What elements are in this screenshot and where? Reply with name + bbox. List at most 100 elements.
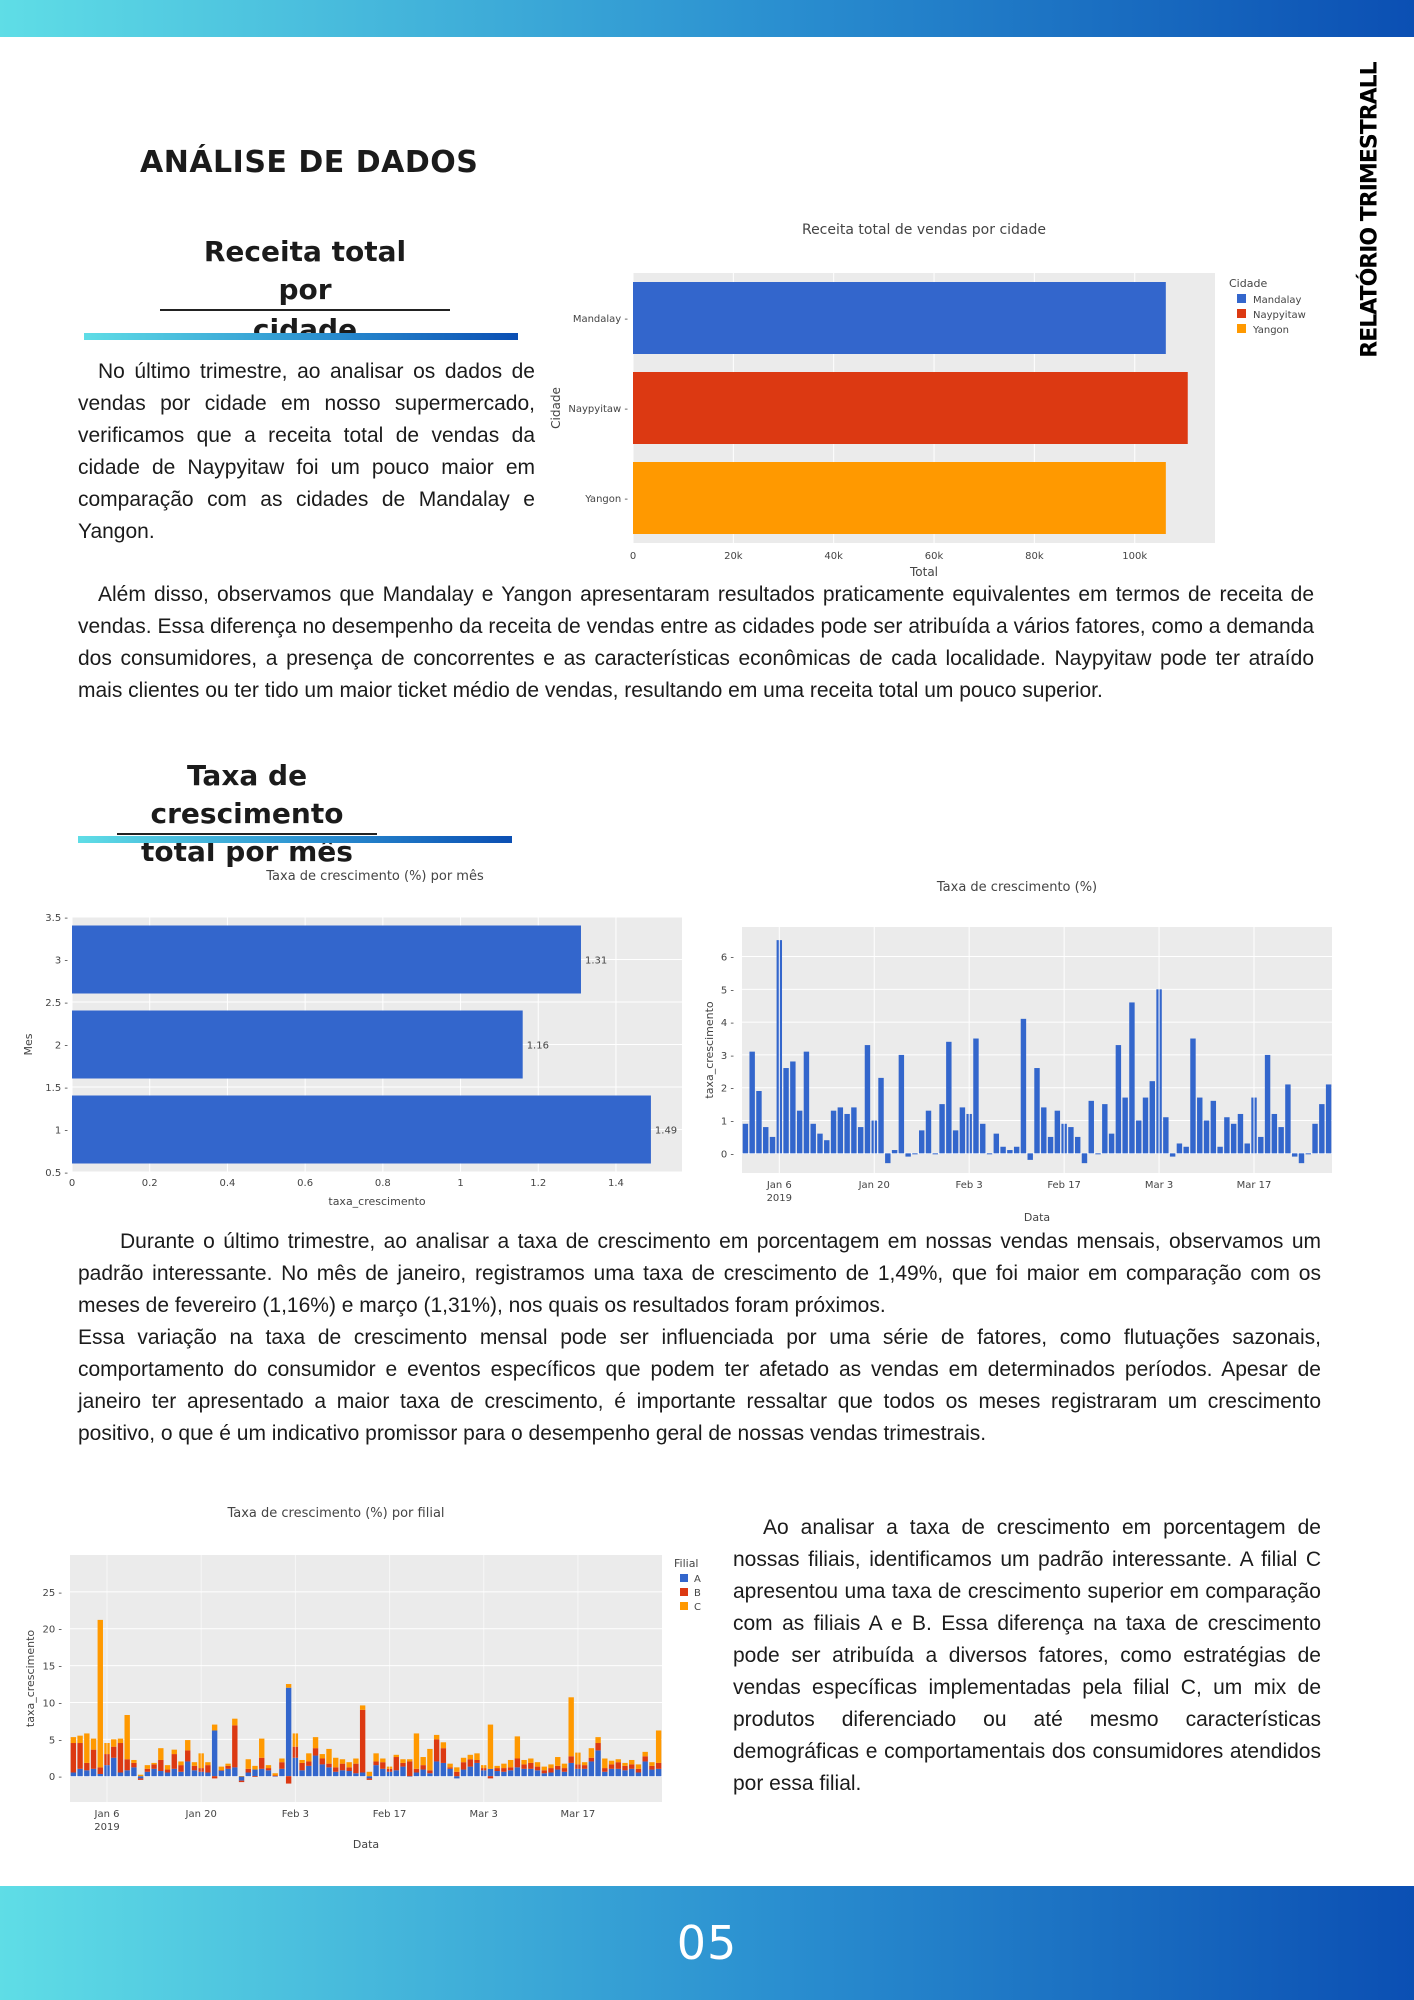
bar [1068,1127,1074,1154]
bar-segment-b [528,1762,534,1769]
bar-segment-b [144,1768,151,1772]
bar-segment-a [265,1770,272,1777]
page-number: 05 [676,1916,738,1970]
bar-segment-c [97,1619,103,1768]
bar-segment-b [581,1765,588,1769]
bar [803,1051,810,1154]
y-axis-label: taxa_crescimento [24,1630,37,1728]
bar-segment-c [131,1759,137,1763]
bar-segment-b [615,1762,621,1769]
bar-segment-c [90,1738,97,1750]
bar-segment-a [629,1768,635,1777]
bar-segment-c [164,1765,171,1770]
section-title-line1: Receita total por [160,233,450,311]
bar-segment-b [642,1756,648,1762]
bar [1041,1107,1047,1154]
bar-segment-c [366,1771,373,1777]
bar-segment-a [359,1772,366,1777]
x-tick-label: 0.4 [219,1178,235,1189]
bar-segment-a [440,1762,447,1777]
bar-segment-a [548,1772,554,1777]
legend-swatch [1237,294,1246,303]
legend-title: Cidade [1229,277,1267,290]
bar [1271,1113,1278,1154]
bar-segment-a [158,1771,164,1777]
bar [1183,1146,1189,1154]
bar [912,1153,918,1155]
y-tick-label: Yangon - [584,494,628,505]
bar-segment-a [534,1770,541,1777]
bar [1108,1133,1115,1154]
bar-segment-b [407,1761,413,1777]
bar-segment-b [111,1746,117,1758]
bar [898,1054,905,1154]
y-tick-label: 25 - [42,1588,62,1599]
bar-segment-b [487,1776,494,1779]
y-tick-label: 1 - [55,1126,69,1137]
legend-label: C [694,1602,701,1613]
bar-segment-c [608,1760,615,1765]
y-tick-label: 3 - [55,956,69,967]
y-tick-label: 1 - [721,1117,735,1128]
bar-segment-c [205,1762,211,1766]
bar-segment-a [259,1768,265,1777]
bar-segment-a [420,1769,426,1777]
bar-segment-c [655,1730,662,1763]
legend-label: Mandalay [1253,295,1301,306]
x-tick-label: Jan 20 [858,1180,890,1191]
bar-segment-c [259,1738,265,1758]
bar-segment-a [373,1765,379,1777]
bar-segment-b [595,1743,601,1751]
x-tick-label: 20k [724,551,743,562]
bar [783,1068,789,1154]
x-tick-label: 1.2 [530,1178,546,1189]
bar-segment-c [232,1718,238,1726]
bar-segment-b [117,1743,124,1773]
bar-segment-a [306,1765,312,1777]
bar-segment-b [413,1768,420,1773]
bar [885,1153,891,1164]
bar-segment-a [581,1768,588,1777]
y-tick-label: 0.5 - [45,1168,68,1179]
bar-segment-c [171,1749,177,1755]
x-tick-label: 60k [925,551,944,562]
bar-segment-a [528,1768,534,1777]
bar-segment-b [232,1725,238,1768]
bar-segment-a [649,1769,655,1777]
y-tick-label: 0 - [49,1772,63,1783]
bar-segment-a [413,1772,420,1777]
x-axis-label: taxa_crescimento [328,1195,426,1208]
bar-segment-a [642,1761,648,1777]
bar [749,1051,755,1154]
bar-segment-c [467,1754,473,1760]
bar-segment-c [541,1766,547,1771]
bar-segment-a [164,1772,171,1777]
bar-segment-b [400,1762,406,1767]
bar-segment-c [319,1754,325,1759]
bar [919,1130,925,1154]
bar-segment-b [608,1764,615,1769]
legend-label: B [694,1588,701,1599]
x-tick-label: 100k [1122,551,1147,562]
bar-segment-c [534,1762,541,1767]
bar-segment-b [164,1769,171,1773]
y-tick-label: 0 - [721,1149,735,1160]
bar-segment-b [649,1765,655,1770]
bar-segment-c [151,1762,157,1765]
bar-segment-c [252,1765,258,1770]
section-underline [78,836,512,843]
x-tick-label: 1.4 [608,1178,624,1189]
bar [1136,1120,1142,1154]
bar-segment-a [312,1755,319,1777]
bar-segment-a [568,1762,574,1777]
bar-segment-b [588,1757,595,1762]
bar-segment-a [447,1768,453,1777]
bar-segment-b [467,1759,473,1767]
bar-segment-b [454,1771,460,1777]
bar [830,1110,837,1154]
bar [1169,1153,1176,1157]
bar-segment-c [144,1765,151,1769]
bar-segment-b [433,1739,440,1762]
bar [1176,1143,1183,1154]
bar-segment-a [474,1762,480,1777]
